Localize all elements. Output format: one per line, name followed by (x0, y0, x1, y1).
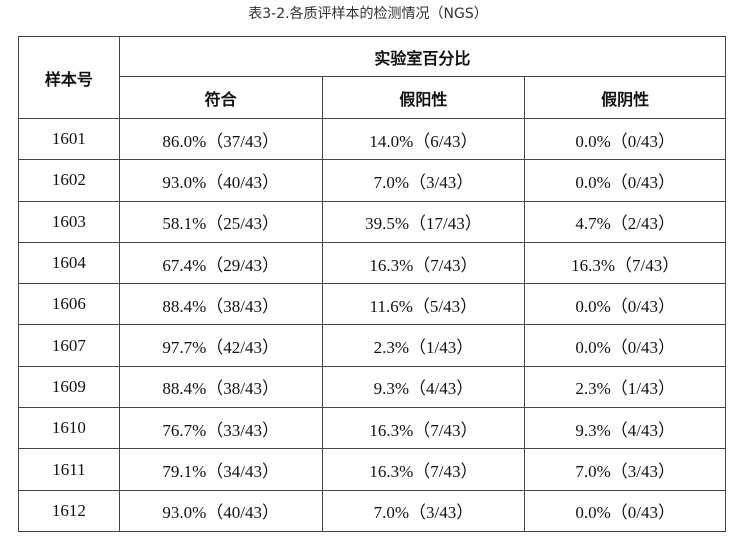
table-row: 1611 79.1%（34/43） 16.3%（7/43） 7.0%（3/43） (18, 448, 726, 491)
header-cell: 假阴性 (524, 76, 726, 119)
table-cell: 76.7%（33/43） (118, 407, 323, 450)
table-row: 1601 86.0%（37/43） 14.0%（6/43） 0.0%（0/43） (18, 117, 726, 161)
table-cell: 1611 (18, 448, 120, 491)
table-cell: 1602 (18, 159, 120, 202)
table-cell: 88.4%（38/43） (118, 283, 323, 326)
table-cell: 4.7%（2/43） (524, 200, 726, 243)
table-row: 1602 93.0%（40/43） 7.0%（3/43） 0.0%（0/43） (18, 159, 726, 202)
table-cell: 0.0%（0/43） (524, 489, 726, 532)
table-cell: 9.3%（4/43） (321, 365, 526, 409)
table-row: 1604 67.4%（29/43） 16.3%（7/43） 16.3%（7/43） (18, 241, 726, 285)
table-cell: 1601 (18, 117, 120, 161)
table-cell: 79.1%（34/43） (118, 448, 323, 491)
table-cell: 16.3%（7/43） (321, 448, 526, 491)
table-row: 1609 88.4%（38/43） 9.3%（4/43） 2.3%（1/43） (18, 365, 726, 409)
table-cell: 7.0%（3/43） (321, 489, 526, 532)
table: 样本号 实验室百分比 符合 假阳性 假阴性 1601 86.0%（37/43） 14.0… (18, 36, 727, 532)
table-cell: 14.0%（6/43） (321, 117, 526, 161)
header-cell: 符合 (118, 76, 323, 119)
header-cell: 假阳性 (321, 76, 526, 119)
table-title: 表3-2.各质评样本的检测情况（NGS） (248, 6, 488, 22)
header-cell: 样本号 (18, 36, 120, 119)
table-cell: 39.5%（17/43） (321, 200, 526, 243)
table-row: 1603 58.1%（25/43） 39.5%（17/43） 4.7%（2/43） (18, 200, 726, 243)
table-cell: 7.0%（3/43） (321, 159, 526, 202)
table-cell: 93.0%（40/43） (118, 159, 323, 202)
table-cell: 93.0%（40/43） (118, 489, 323, 532)
table-cell: 11.6%（5/43） (321, 283, 526, 326)
table-cell: 16.3%（7/43） (321, 407, 526, 450)
table-row: 1612 93.0%（40/43） 7.0%（3/43） 0.0%（0/43） (18, 489, 726, 532)
table-cell: 88.4%（38/43） (118, 365, 323, 409)
table-cell: 2.3%（1/43） (524, 365, 726, 409)
table-cell: 0.0%（0/43） (524, 283, 726, 326)
table-cell: 67.4%（29/43） (118, 241, 323, 285)
table-cell: 9.3%（4/43） (524, 407, 726, 450)
table-cell: 16.3%（7/43） (524, 241, 726, 285)
table-cell: 1609 (18, 365, 120, 409)
table-row: 1607 97.7%（42/43） 2.3%（1/43） 0.0%（0/43） (18, 324, 726, 367)
table-cell: 1607 (18, 324, 120, 367)
table-cell: 1603 (18, 200, 120, 243)
table-cell: 97.7%（42/43） (118, 324, 323, 367)
table-cell: 16.3%（7/43） (321, 241, 526, 285)
table-cell: 7.0%（3/43） (524, 448, 726, 491)
table-row: 1606 88.4%（38/43） 11.6%（5/43） 0.0%（0/43） (18, 283, 726, 326)
table-cell: 1604 (18, 241, 120, 285)
table-row: 1610 76.7%（33/43） 16.3%（7/43） 9.3%（4/43） (18, 407, 726, 450)
table-cell: 58.1%（25/43） (118, 200, 323, 243)
table-cell: 0.0%（0/43） (524, 117, 726, 161)
table-cell: 1610 (18, 407, 120, 450)
table-cell: 1606 (18, 283, 120, 326)
table-cell: 86.0%（37/43） (118, 117, 323, 161)
header-cell: 实验室百分比 (118, 36, 727, 77)
table-cell: 2.3%（1/43） (321, 324, 526, 367)
table-cell: 0.0%（0/43） (524, 324, 726, 367)
table-cell: 1612 (18, 489, 120, 532)
table-cell: 0.0%（0/43） (524, 159, 726, 202)
